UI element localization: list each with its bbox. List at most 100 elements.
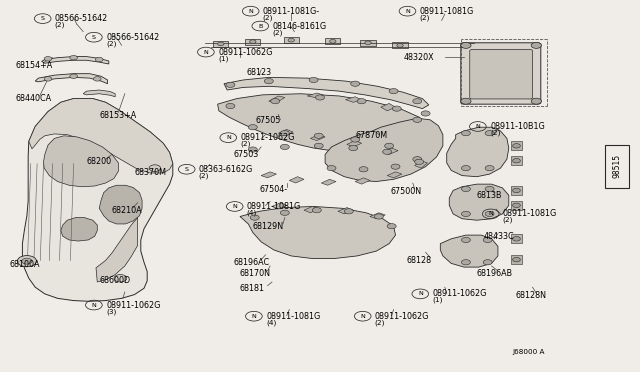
Text: 08911-1062G: 08911-1062G: [106, 301, 161, 310]
Polygon shape: [511, 201, 522, 210]
Polygon shape: [511, 141, 522, 150]
Text: 68600D: 68600D: [99, 276, 131, 285]
Circle shape: [461, 166, 470, 171]
Circle shape: [250, 215, 259, 220]
Text: B: B: [258, 23, 262, 29]
Text: (2): (2): [375, 319, 385, 326]
Polygon shape: [415, 161, 428, 168]
Circle shape: [391, 164, 400, 169]
Text: 67504-: 67504-: [259, 185, 287, 194]
Polygon shape: [511, 234, 522, 243]
Circle shape: [330, 39, 336, 43]
Circle shape: [264, 78, 273, 84]
Text: N: N: [476, 124, 480, 129]
Circle shape: [359, 167, 368, 172]
Text: 08911-1081G: 08911-1081G: [503, 209, 557, 218]
Bar: [392, 42, 408, 48]
Bar: [605, 145, 629, 188]
Circle shape: [349, 145, 358, 151]
Polygon shape: [387, 172, 402, 178]
Text: 08911-1081G-: 08911-1081G-: [263, 7, 320, 16]
Text: (4): (4): [247, 209, 257, 216]
Polygon shape: [307, 93, 323, 97]
Circle shape: [22, 258, 32, 264]
Text: (2): (2): [199, 172, 209, 179]
Polygon shape: [304, 206, 319, 213]
Text: 68154+A: 68154+A: [16, 61, 53, 70]
Circle shape: [531, 42, 541, 48]
Polygon shape: [261, 172, 276, 178]
Circle shape: [374, 214, 383, 219]
Text: N: N: [405, 9, 410, 14]
Bar: [360, 40, 376, 46]
Circle shape: [531, 98, 541, 104]
Bar: [245, 39, 260, 45]
Circle shape: [312, 208, 321, 213]
Text: N: N: [248, 9, 253, 14]
Text: S: S: [185, 167, 189, 172]
Text: 08566-51642: 08566-51642: [106, 33, 159, 42]
Polygon shape: [35, 74, 108, 84]
Circle shape: [485, 131, 494, 136]
Polygon shape: [96, 218, 138, 282]
Circle shape: [271, 99, 280, 104]
Circle shape: [149, 165, 161, 171]
Text: N: N: [360, 314, 365, 319]
Polygon shape: [310, 135, 325, 141]
Circle shape: [461, 98, 471, 104]
Bar: [325, 38, 340, 44]
Circle shape: [392, 106, 401, 111]
Text: 68196AB: 68196AB: [477, 269, 513, 278]
Polygon shape: [218, 94, 428, 152]
Circle shape: [415, 159, 424, 164]
Text: 08911-1062G: 08911-1062G: [241, 133, 295, 142]
Polygon shape: [325, 118, 443, 182]
Circle shape: [226, 82, 235, 87]
Text: (2): (2): [263, 14, 273, 21]
Text: 08911-1081G: 08911-1081G: [420, 7, 474, 16]
Circle shape: [327, 166, 336, 171]
Circle shape: [389, 89, 398, 94]
Circle shape: [461, 186, 470, 192]
Circle shape: [513, 237, 520, 241]
Polygon shape: [447, 127, 509, 177]
Circle shape: [485, 211, 494, 217]
Text: 68100A: 68100A: [10, 260, 40, 269]
Polygon shape: [346, 97, 362, 102]
Circle shape: [483, 260, 492, 265]
Text: (2): (2): [273, 29, 283, 36]
Text: N: N: [204, 49, 208, 55]
Polygon shape: [449, 184, 509, 220]
Circle shape: [114, 275, 127, 282]
Circle shape: [513, 158, 520, 163]
Circle shape: [483, 237, 492, 243]
Circle shape: [485, 166, 494, 171]
Bar: [213, 41, 228, 47]
Text: 67505: 67505: [256, 116, 282, 125]
Text: 68129N: 68129N: [253, 222, 284, 231]
Circle shape: [421, 111, 430, 116]
Text: 67503: 67503: [234, 150, 259, 159]
Text: 48320X: 48320X: [403, 53, 434, 62]
Text: 68128: 68128: [406, 256, 431, 265]
Polygon shape: [440, 235, 498, 267]
Text: 68170N: 68170N: [240, 269, 271, 278]
Text: (1): (1): [218, 55, 228, 62]
Text: 08363-6162G: 08363-6162G: [199, 165, 253, 174]
Circle shape: [413, 117, 422, 122]
Circle shape: [314, 143, 323, 148]
Circle shape: [288, 38, 294, 42]
Text: 08911-1081G: 08911-1081G: [266, 312, 320, 321]
Polygon shape: [355, 178, 370, 184]
Polygon shape: [347, 141, 362, 147]
Text: 48433C: 48433C: [483, 232, 514, 241]
Text: (1): (1): [433, 297, 443, 304]
Polygon shape: [272, 203, 287, 209]
Polygon shape: [338, 208, 353, 214]
Polygon shape: [278, 129, 293, 136]
Circle shape: [413, 99, 422, 104]
Text: (2): (2): [503, 217, 513, 224]
Circle shape: [357, 99, 366, 104]
Circle shape: [70, 55, 77, 60]
FancyBboxPatch shape: [470, 49, 532, 99]
